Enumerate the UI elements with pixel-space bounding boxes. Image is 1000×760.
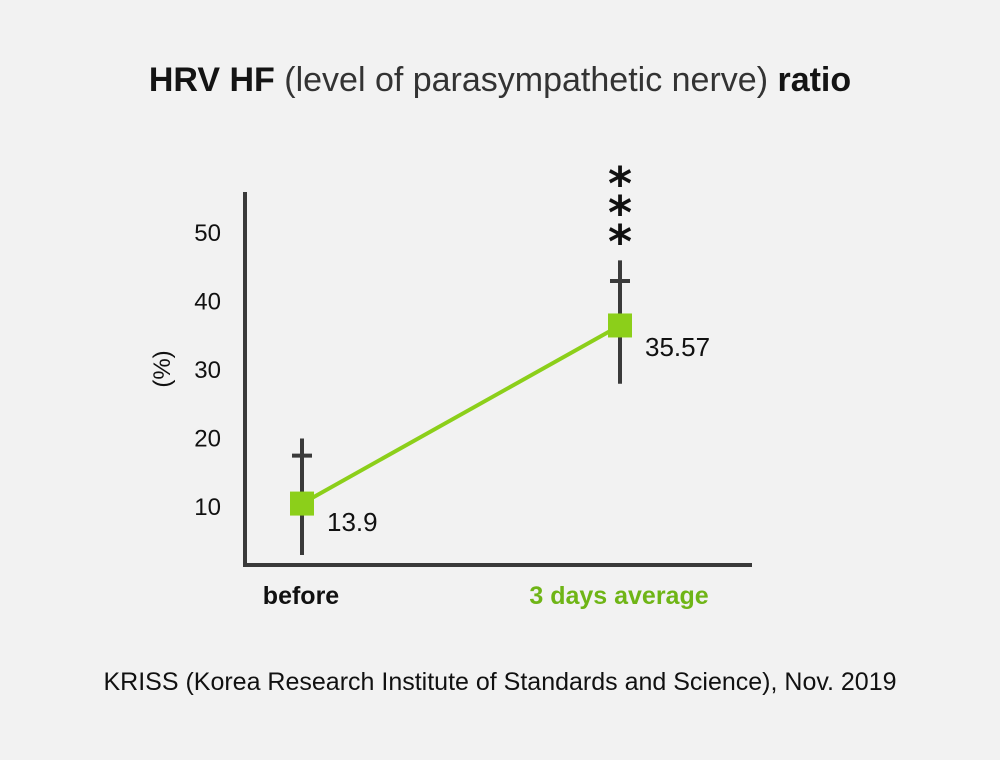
significance-star: * (608, 186, 632, 240)
y-tick-label: 40 (194, 289, 221, 316)
significance-star: * (608, 215, 632, 269)
x-category-label: before (263, 582, 340, 610)
chart-title: HRV HF (level of parasympathetic nerve) … (0, 54, 1000, 106)
y-tick-label: 30 (194, 357, 221, 384)
title-part-main: HRV HF (148, 61, 275, 99)
significance-star: * (608, 157, 632, 211)
source-caption: KRISS (Korea Research Institute of Stand… (103, 668, 897, 696)
y-tick-label: 10 (194, 494, 221, 521)
y-tick-label: 20 (194, 426, 221, 453)
title-part-ratio: ratio (777, 61, 852, 99)
y-axis-label: (%) (149, 350, 176, 387)
series-line (301, 323, 621, 506)
data-point-marker (290, 491, 314, 516)
y-tick-label: 50 (194, 220, 221, 247)
title-part-description: (level of parasympathetic nerve) (274, 61, 778, 99)
data-label: 35.57 (645, 332, 710, 362)
data-point-marker (608, 313, 632, 338)
x-category-label: 3 days average (529, 582, 708, 610)
data-label: 13.9 (327, 507, 378, 537)
